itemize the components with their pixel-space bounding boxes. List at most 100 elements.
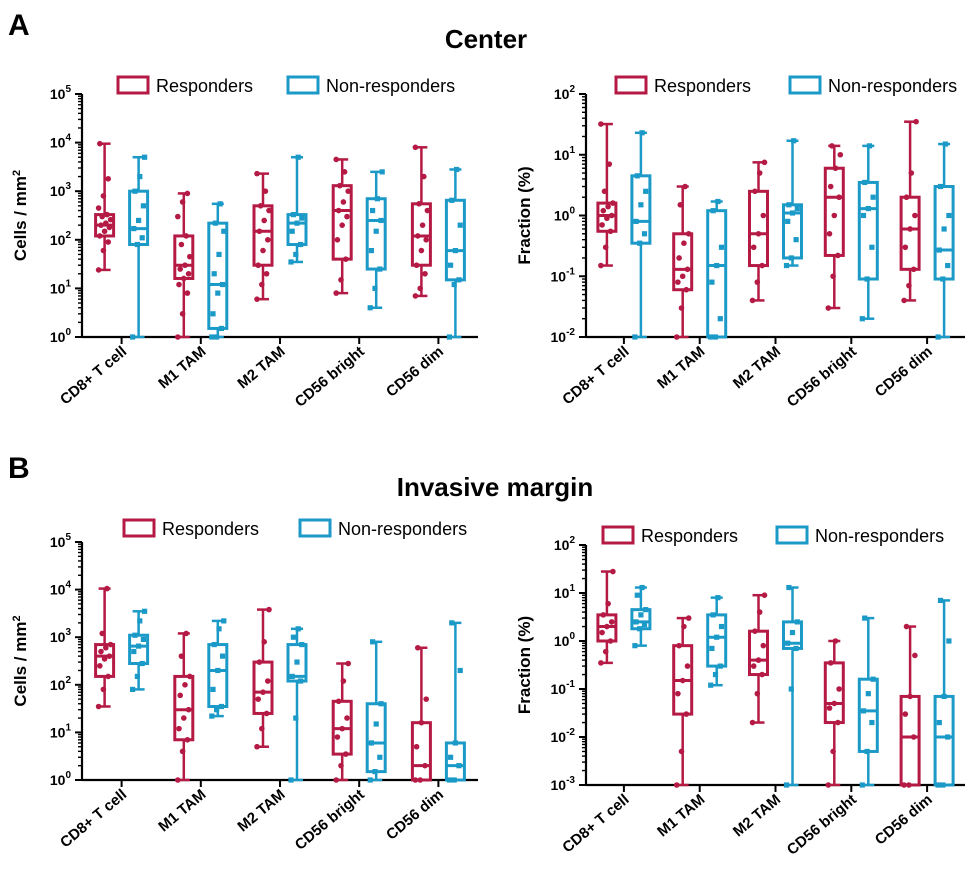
data-point: [712, 671, 719, 678]
x-tick-label: M2 TAM: [234, 343, 288, 392]
data-point: [221, 228, 227, 234]
data-point: [794, 205, 800, 212]
box-responders: [252, 606, 274, 750]
y-axis-label: Fraction (%): [515, 166, 534, 264]
data-point: [417, 777, 424, 783]
data-point: [788, 686, 794, 692]
data-point: [789, 210, 796, 216]
legend-swatch-non-responders: [298, 518, 332, 538]
data-point: [755, 230, 762, 237]
data-point: [912, 652, 918, 659]
data-point: [903, 623, 910, 630]
data-point: [760, 642, 767, 649]
y-tick-label: 101: [554, 145, 576, 163]
data-point: [261, 217, 268, 224]
legend-swatch-responders: [601, 525, 635, 545]
data-point: [372, 769, 378, 775]
data-point: [338, 277, 344, 283]
data-point: [340, 678, 347, 684]
legend-label-responders: Responders: [641, 526, 738, 546]
y-tick-label: 101: [554, 583, 576, 601]
data-point: [634, 592, 640, 598]
data-point: [100, 247, 107, 254]
box-iqr: [899, 694, 921, 787]
box-non-responders: [444, 620, 466, 783]
data-point: [187, 253, 193, 260]
data-point: [862, 615, 868, 621]
data-point: [607, 228, 614, 235]
data-point: [97, 233, 103, 239]
data-point: [412, 293, 419, 299]
data-point: [185, 270, 192, 277]
y-tick-label: 102: [554, 84, 576, 102]
data-point: [101, 656, 108, 662]
data-point: [639, 584, 645, 591]
box-iqr: [630, 174, 652, 245]
data-point: [681, 240, 687, 246]
y-tick-label: 10-1: [551, 679, 576, 697]
data-point: [907, 226, 913, 232]
data-point: [184, 290, 191, 296]
data-point: [333, 290, 340, 296]
data-point: [344, 213, 350, 220]
data-point: [97, 140, 103, 147]
legend-label-responders: Responders: [654, 76, 751, 96]
data-point: [793, 645, 799, 652]
box-responders: [899, 118, 921, 304]
data-point: [676, 255, 682, 261]
data-point: [105, 673, 111, 680]
data-point: [212, 220, 218, 226]
data-point: [97, 663, 103, 669]
data-point: [832, 638, 839, 644]
box-responders: [331, 156, 353, 296]
data-point: [184, 190, 191, 197]
data-point: [456, 277, 462, 283]
data-point: [709, 279, 715, 285]
data-point: [675, 279, 681, 285]
data-point: [181, 275, 187, 282]
data-point: [337, 182, 343, 189]
data-point: [601, 188, 608, 195]
data-point: [343, 256, 349, 262]
data-point: [343, 751, 349, 757]
data-point: [415, 233, 421, 239]
data-point: [859, 782, 865, 788]
data-point: [418, 719, 425, 726]
data-point: [415, 644, 421, 651]
data-point: [869, 244, 875, 250]
data-point: [265, 237, 271, 243]
x-tick-label: CD56 dim: [872, 791, 936, 848]
data-point: [378, 701, 384, 707]
data-point: [912, 212, 918, 219]
legend-label-responders: Responders: [162, 519, 259, 539]
data-point: [869, 719, 875, 726]
y-tick-label: 100: [554, 206, 576, 224]
box-non-responders: [128, 154, 150, 340]
box-non-responders: [207, 201, 229, 340]
box-iqr: [94, 643, 116, 678]
data-point: [338, 762, 344, 769]
box-iqr: [748, 629, 769, 677]
box-responders: [173, 630, 195, 783]
box-responders: [899, 623, 921, 788]
box-iqr: [252, 204, 274, 267]
x-tick-label: CD56 bright: [784, 791, 860, 859]
data-point: [835, 252, 841, 259]
data-point: [761, 592, 768, 598]
data-point: [217, 201, 223, 207]
data-point: [632, 643, 638, 649]
data-point: [214, 707, 220, 713]
data-point: [175, 777, 181, 783]
y-tick-label: 105: [50, 532, 72, 550]
data-point: [610, 568, 616, 575]
data-point: [910, 266, 917, 273]
data-point: [902, 244, 909, 251]
data-point: [837, 151, 844, 158]
y-tick-label: 103: [50, 181, 72, 199]
data-point: [130, 686, 136, 693]
x-tick-label: CD8+ T cell: [559, 343, 632, 408]
data-point: [673, 334, 680, 340]
data-point: [134, 673, 140, 680]
data-point: [367, 777, 373, 783]
x-tick-label: CD56 dim: [872, 343, 936, 400]
